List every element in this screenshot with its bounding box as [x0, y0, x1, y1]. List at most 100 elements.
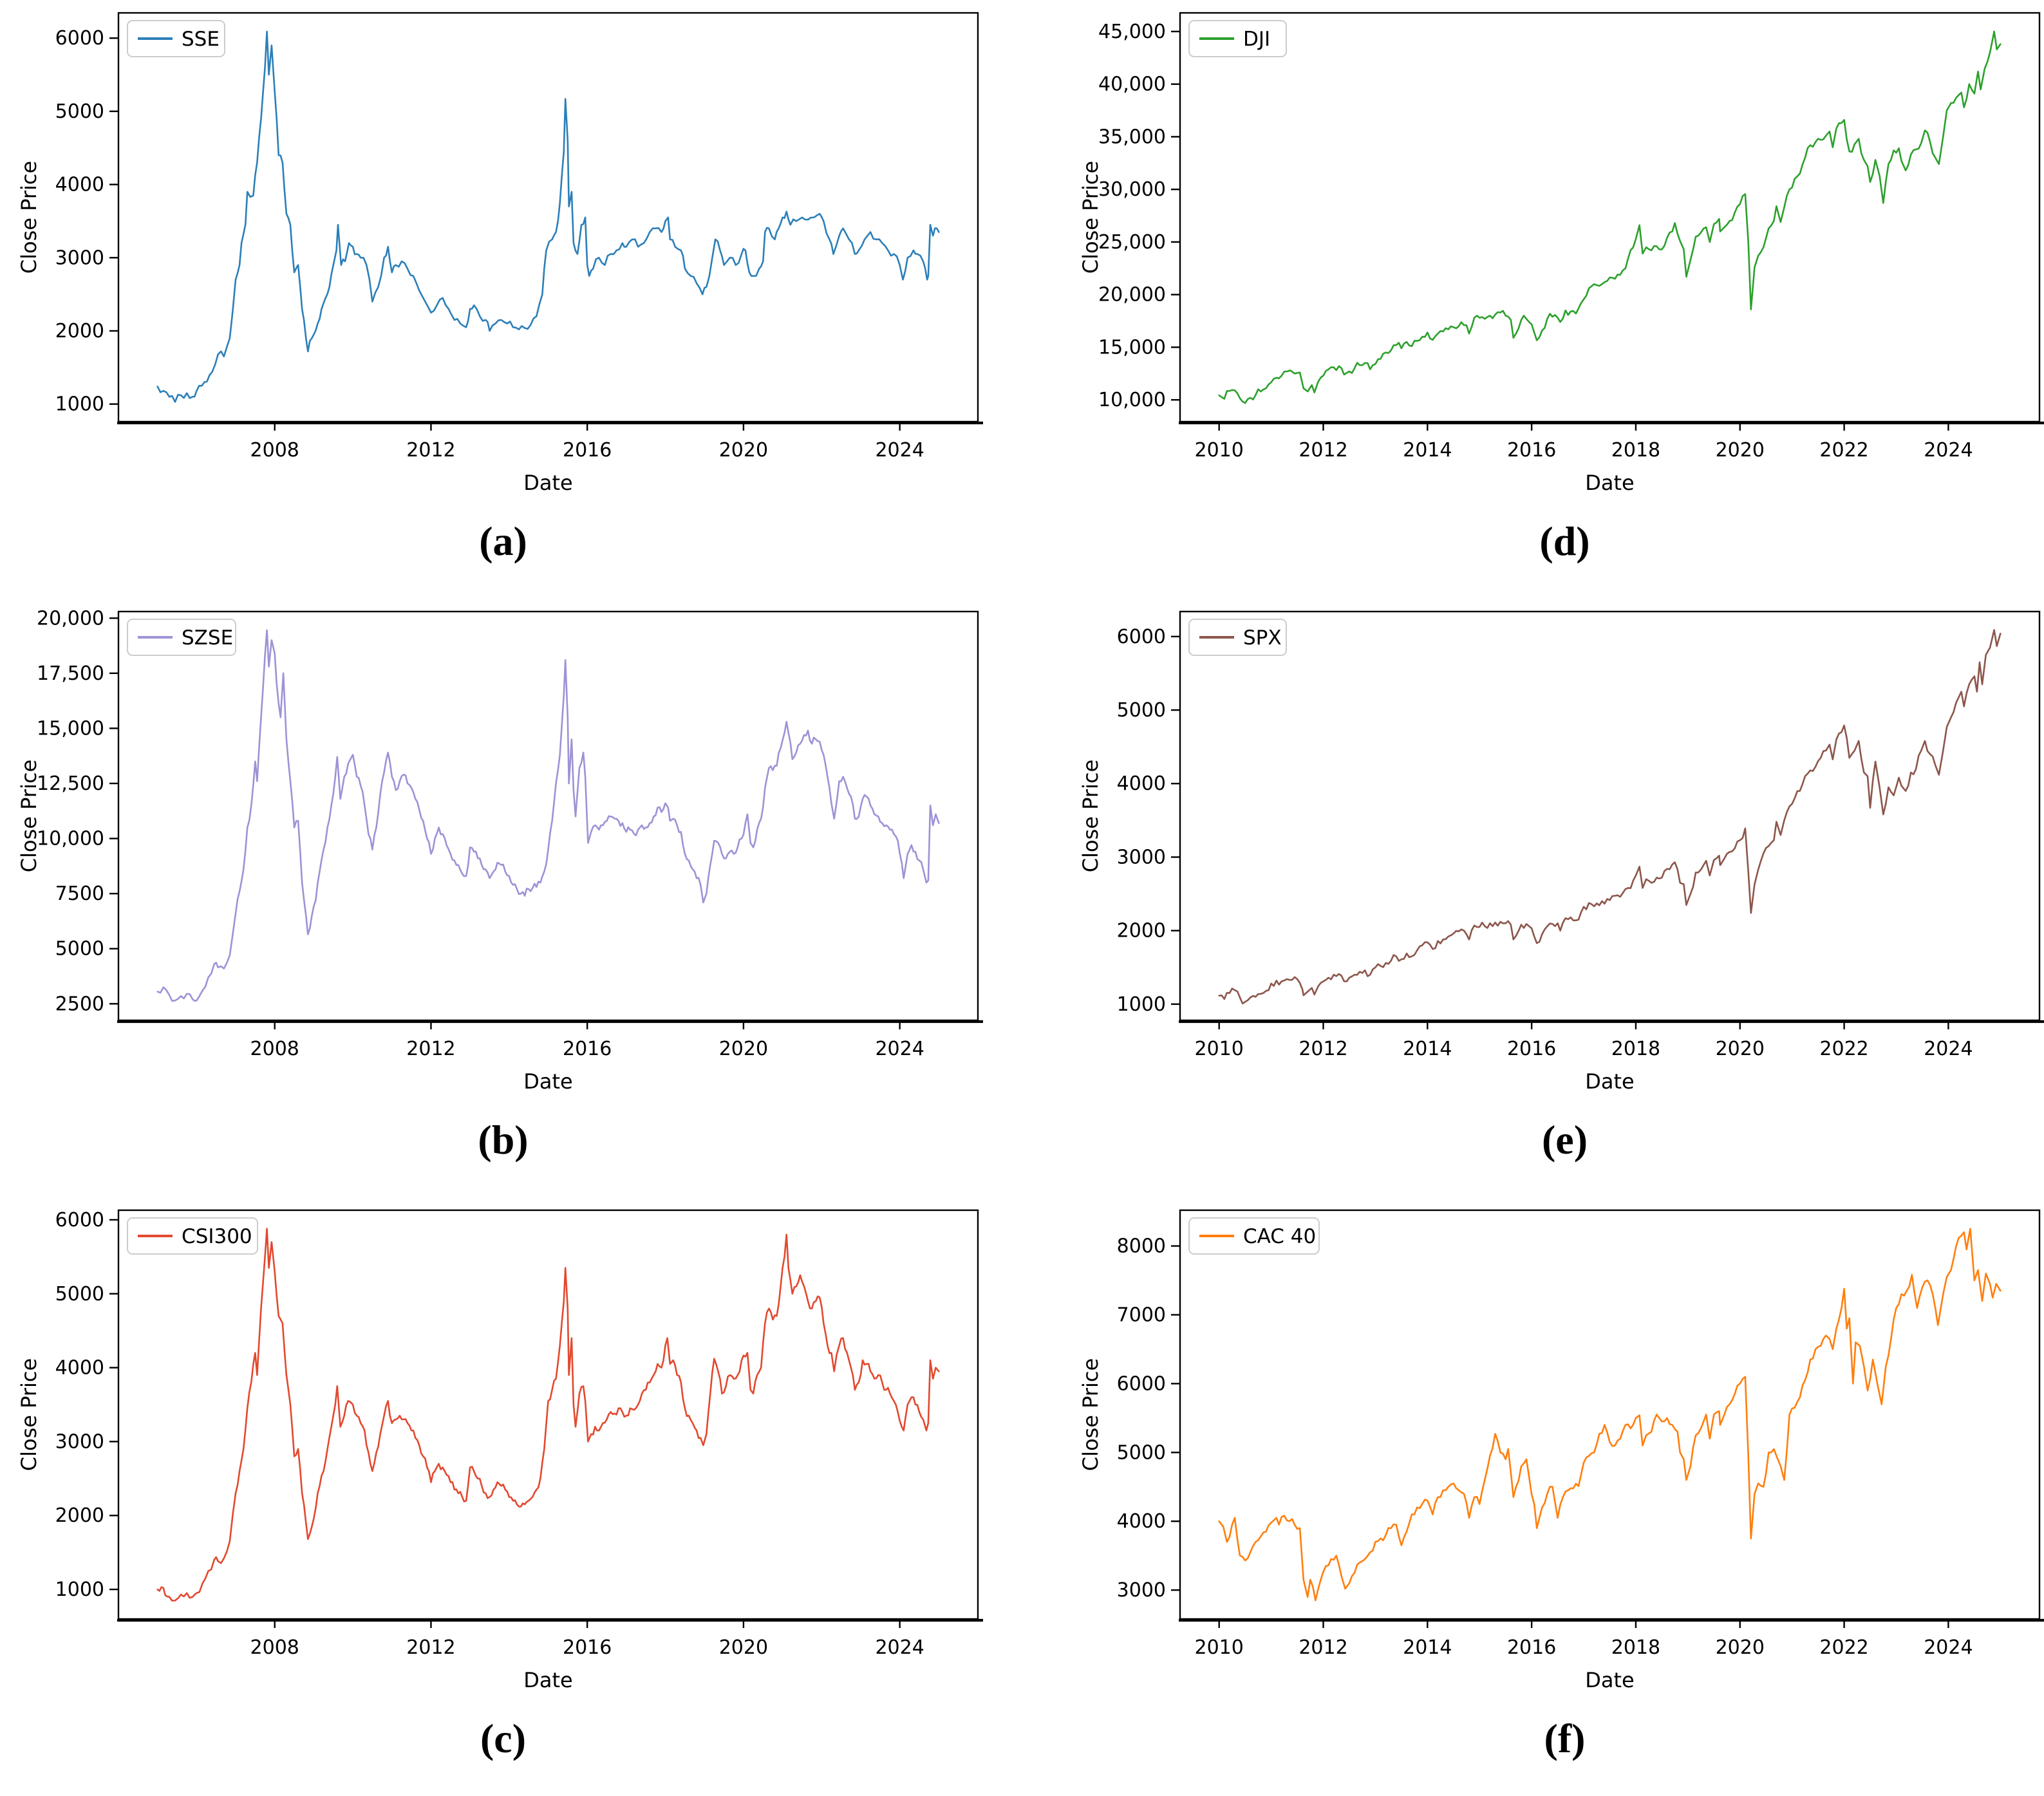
y-tick-label: 4000 — [55, 1357, 104, 1380]
x-tick-label: 2012 — [1299, 439, 1347, 462]
legend: CAC 40 — [1188, 1217, 1320, 1255]
panel-c-caption: (c) — [480, 1716, 527, 1761]
x-tick-label: 2024 — [1924, 1636, 1973, 1659]
panel-c: 1000 2000 3000 4000 5000 6000 2008 2012 2016 2020… — [0, 1197, 1022, 1796]
plot-frame — [1179, 1209, 2041, 1620]
panel-b-caption: (b) — [478, 1117, 529, 1163]
y-tick-label: 1000 — [55, 1578, 104, 1601]
y-axis-label: Close Price — [17, 161, 41, 274]
x-tick-label: 2020 — [719, 439, 768, 462]
x-tick-label: 2016 — [563, 1636, 612, 1659]
y-tick-label: 12,500 — [37, 772, 104, 795]
legend: CSI300 — [127, 1217, 258, 1255]
x-tick-label: 2018 — [1611, 1038, 1660, 1060]
y-tick-label: 40,000 — [1098, 73, 1166, 96]
x-tick-label: 2018 — [1611, 439, 1660, 462]
x-tick-label: 2012 — [406, 1636, 455, 1659]
y-tick-label: 30,000 — [1098, 178, 1166, 201]
legend: SZSE — [127, 619, 236, 656]
x-tick-label: 2008 — [250, 439, 299, 462]
x-tick-label: 2016 — [1507, 1636, 1556, 1659]
x-tick-label: 2020 — [1716, 1038, 1765, 1060]
x-tick-label: 2024 — [1924, 439, 1973, 462]
y-tick-label: 3000 — [55, 1430, 104, 1453]
plot-frame — [117, 610, 979, 1022]
panel-f: 3000 4000 5000 6000 7000 8000 2010 2012 2014 2016… — [1022, 1197, 2044, 1796]
y-tick-label: 5000 — [55, 938, 104, 960]
x-axis-label: Date — [523, 471, 572, 495]
legend-box — [127, 1217, 258, 1255]
x-tick-label: 2008 — [250, 1038, 299, 1060]
panel-b: 2500 5000 7500 10,000 12,500 15,000 17,500 20,0… — [0, 599, 1022, 1197]
y-axis-label: Close Price — [1078, 1358, 1103, 1471]
y-tick-label: 10,000 — [1098, 389, 1166, 411]
x-axis-label: Date — [1585, 1668, 1634, 1692]
legend-box — [127, 619, 236, 656]
y-tick-label: 35,000 — [1098, 126, 1166, 148]
y-tick-label: 3000 — [1117, 846, 1166, 868]
plot-frame — [1179, 12, 2041, 423]
y-tick-label: 2000 — [1117, 920, 1166, 942]
x-tick-label: 2014 — [1403, 1038, 1452, 1060]
y-axis-label: Close Price — [17, 1358, 41, 1471]
csi300-chart: 1000 2000 3000 4000 5000 6000 2008 2012 2016 2020… — [17, 1209, 983, 1692]
y-tick-label: 3000 — [1117, 1579, 1166, 1602]
y-tick-label: 7500 — [55, 883, 104, 905]
x-axis-label: Date — [523, 1069, 572, 1094]
legend-box — [1188, 619, 1287, 656]
y-tick-label: 5000 — [1117, 699, 1166, 722]
x-tick-label: 2016 — [563, 1038, 612, 1060]
panel-d-caption: (d) — [1539, 518, 1590, 564]
y-tick-label: 7000 — [1117, 1304, 1166, 1326]
legend: DJI — [1188, 20, 1287, 57]
panel-a: 1000 2000 3000 4000 5000 6000 2008 2012 2016 2020… — [0, 0, 1022, 599]
y-tick-label: 20,000 — [1098, 284, 1166, 306]
y-tick-label: 45,000 — [1098, 21, 1166, 43]
x-tick-label: 2020 — [719, 1636, 768, 1659]
sse-chart: 1000 2000 3000 4000 5000 6000 2008 2012 2016 2020… — [17, 12, 983, 495]
plot-frame — [1179, 610, 2041, 1022]
x-tick-label: 2018 — [1611, 1636, 1660, 1659]
y-tick-label: 6000 — [1117, 1372, 1166, 1395]
x-tick-label: 2012 — [1299, 1636, 1347, 1659]
panel-e: 1000 2000 3000 4000 5000 6000 2010 2012 2014 2016… — [1022, 599, 2044, 1197]
cac-40-line — [1218, 1228, 2002, 1602]
y-tick-label: 3000 — [55, 247, 104, 269]
x-tick-label: 2014 — [1403, 1636, 1452, 1659]
legend-label: SSE — [182, 28, 220, 51]
x-tick-label: 2010 — [1195, 1636, 1244, 1659]
y-tick-label: 25,000 — [1098, 231, 1166, 254]
sse-line — [156, 30, 940, 403]
x-tick-label: 2024 — [1924, 1038, 1973, 1060]
x-axis-label: Date — [1585, 471, 1634, 495]
legend: SPX — [1188, 619, 1287, 656]
panel-e-caption: (e) — [1541, 1117, 1588, 1163]
x-tick-label: 2024 — [875, 439, 924, 462]
csi300-line — [156, 1228, 940, 1602]
x-tick-label: 2016 — [1507, 439, 1556, 462]
y-axis-label: Close Price — [1078, 161, 1103, 274]
x-tick-label: 2016 — [1507, 1038, 1556, 1060]
y-tick-label: 1000 — [1117, 993, 1166, 1016]
legend-label: SZSE — [182, 626, 233, 650]
panel-d: 10,000 15,000 20,000 25,000 30,000 35,000 40,0… — [1022, 0, 2044, 599]
x-tick-label: 2010 — [1195, 439, 1244, 462]
spx-chart: 1000 2000 3000 4000 5000 6000 2010 2012 2014 2016… — [1078, 610, 2044, 1094]
szse-chart: 2500 5000 7500 10,000 12,500 15,000 17,500 20,0… — [17, 607, 983, 1094]
x-tick-label: 2024 — [875, 1038, 924, 1060]
panel-f-caption: (f) — [1544, 1716, 1586, 1761]
x-tick-label: 2014 — [1403, 439, 1452, 462]
y-tick-label: 10,000 — [37, 828, 104, 850]
y-tick-label: 4000 — [1117, 772, 1166, 795]
y-tick-label: 15,000 — [1098, 336, 1166, 359]
x-tick-label: 2010 — [1195, 1038, 1244, 1060]
x-tick-label: 2012 — [406, 439, 455, 462]
dji-chart: 10,000 15,000 20,000 25,000 30,000 35,000 40,0… — [1078, 12, 2044, 495]
y-tick-label: 6000 — [55, 1209, 104, 1231]
y-axis-label: Close Price — [1078, 760, 1103, 872]
x-tick-label: 2012 — [406, 1038, 455, 1060]
x-tick-label: 2008 — [250, 1636, 299, 1659]
y-axis-label: Close Price — [17, 760, 41, 872]
dji-line — [1218, 30, 2002, 404]
panel-a-caption: (a) — [479, 518, 527, 564]
